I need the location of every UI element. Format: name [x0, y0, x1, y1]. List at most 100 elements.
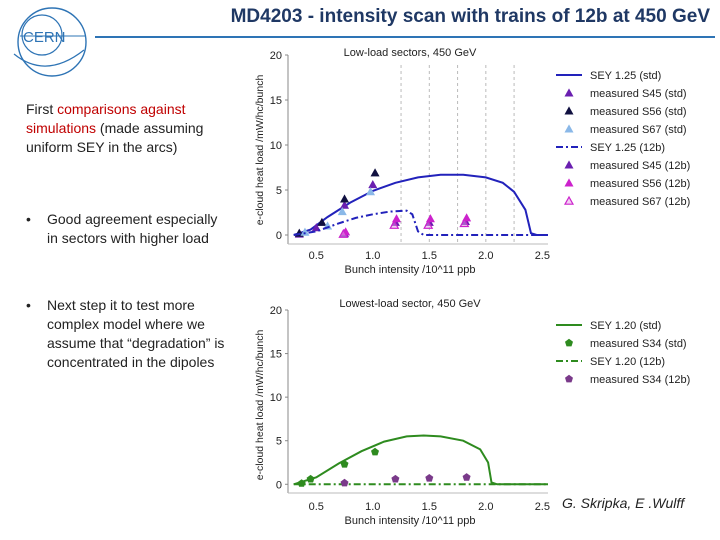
x-tick-label: 2.0 — [478, 501, 493, 513]
legend-entry: measured S67 (12b) — [590, 196, 690, 208]
data-point — [391, 474, 400, 483]
legend-swatch-marker — [564, 124, 574, 133]
legend-entry: measured S56 (std) — [590, 106, 687, 118]
x-tick-label: 2.5 — [535, 250, 550, 262]
chart-title: Lowest-load sector, 450 GeV — [339, 298, 481, 310]
logo-outer-ring — [17, 7, 87, 77]
y-tick-label: 20 — [270, 305, 282, 317]
data-point — [460, 216, 470, 225]
data-point — [294, 228, 304, 237]
data-point — [424, 217, 434, 226]
legend-swatch-marker — [564, 106, 574, 115]
x-tick-label: 1.5 — [422, 250, 437, 262]
bullet-item-next-step: • Next step it to test more complex mode… — [26, 296, 226, 372]
data-point — [370, 168, 380, 177]
series-line — [293, 209, 548, 236]
intro-highlight: comparisons against simulations — [26, 101, 186, 136]
chart-low-load-sectors: 0 5 10 15 20 0.5 1.0 1.5 2.0 2.5 Low-load sectors,… — [254, 47, 690, 276]
legend-entry: measured S34 (std) — [590, 338, 687, 350]
chart-title: Low-load sectors, 450 GeV — [344, 47, 477, 59]
y-tick-label: 5 — [276, 436, 282, 448]
data-point — [341, 227, 351, 236]
y-tick-label: 15 — [270, 349, 282, 361]
data-point — [423, 219, 434, 229]
data-point — [390, 217, 400, 226]
y-tick-label: 15 — [270, 95, 282, 107]
legend-swatch-marker — [564, 178, 574, 187]
y-tick-label: 0 — [276, 479, 282, 491]
x-tick-label: 2.0 — [478, 250, 493, 262]
legend-entry: measured S56 (12b) — [590, 178, 690, 190]
legend-swatch-marker — [565, 374, 573, 383]
legend-entry: SEY 1.25 (std) — [590, 70, 661, 82]
data-point — [297, 479, 306, 487]
legend-swatch-marker — [564, 160, 574, 169]
data-point — [300, 227, 310, 236]
legend-entry: measured S45 (12b) — [590, 160, 690, 172]
data-point — [462, 213, 472, 222]
data-point — [323, 221, 333, 230]
logo-arc — [13, 49, 85, 67]
series-line — [293, 434, 548, 486]
data-point — [366, 187, 376, 196]
y-tick-label: 10 — [270, 392, 282, 404]
x-axis-label: Bunch intensity /10^11 ppb — [345, 515, 476, 527]
y-axis-label: e-cloud heat load /mW/hc/bunch — [254, 330, 266, 481]
legend-swatch-marker — [563, 195, 575, 205]
data-point — [462, 473, 471, 481]
data-point — [340, 478, 349, 487]
title-divider — [95, 36, 715, 38]
legend-swatch-marker — [565, 338, 573, 347]
data-point — [340, 460, 349, 468]
y-tick-label: 5 — [276, 185, 282, 197]
x-tick-label: 1.5 — [422, 501, 437, 513]
slide-title: MD4203 - intensity scan with trains of 1… — [230, 6, 710, 27]
x-tick-label: 0.5 — [309, 501, 324, 513]
legend-entry: measured S67 (std) — [590, 124, 687, 136]
data-point — [340, 200, 350, 209]
x-tick-label: 1.0 — [365, 501, 380, 513]
bullet-dot-icon: • — [26, 297, 31, 313]
bullet-dot-icon: • — [26, 211, 31, 227]
legend-swatch-marker — [564, 88, 574, 97]
author-credit: G. Skripka, E .Wulff — [562, 495, 685, 511]
data-point — [371, 447, 379, 456]
data-point — [317, 217, 327, 226]
x-tick-label: 2.5 — [535, 501, 550, 513]
x-axis-label: Bunch intensity /10^11 ppb — [345, 264, 476, 276]
bullet-text: Good agreement especially in sectors wit… — [47, 211, 218, 246]
data-point — [425, 474, 434, 482]
data-point — [337, 206, 347, 216]
data-point — [311, 223, 321, 232]
data-point — [340, 194, 350, 203]
data-point — [294, 229, 304, 238]
data-point — [338, 228, 349, 238]
cern-logo: CERN — [6, 2, 96, 89]
legend-entry: SEY 1.25 (12b) — [590, 142, 665, 154]
y-tick-label: 20 — [270, 50, 282, 62]
legend-entry: measured S45 (std) — [590, 88, 687, 100]
data-point — [425, 214, 435, 223]
data-point — [368, 179, 378, 189]
legend-entry: SEY 1.20 (12b) — [590, 356, 665, 368]
data-point — [459, 218, 470, 228]
x-tick-label: 1.0 — [365, 250, 380, 262]
y-tick-label: 0 — [276, 230, 282, 242]
logo-text: CERN — [23, 29, 66, 46]
logo-inner-ring — [21, 14, 63, 56]
data-point — [392, 214, 402, 223]
intro-rest: (made assuming uniform SEY in the arcs) — [26, 120, 204, 155]
series-line — [293, 173, 548, 236]
legend-entry: SEY 1.20 (std) — [590, 320, 661, 332]
intro-text: First comparisons against simulations (m… — [26, 100, 226, 157]
data-point — [306, 474, 315, 483]
bullet-text: Next step it to test more complex model … — [47, 297, 225, 370]
data-point — [340, 229, 350, 238]
y-tick-label: 10 — [270, 140, 282, 152]
y-axis-label: e-cloud heat load /mW/hc/bunch — [254, 75, 266, 226]
bullet-item-agreement: • Good agreement especially in sectors w… — [26, 210, 226, 248]
legend-entry: measured S34 (12b) — [590, 374, 690, 386]
x-tick-label: 0.5 — [309, 250, 324, 262]
intro-lead: First — [26, 101, 58, 117]
